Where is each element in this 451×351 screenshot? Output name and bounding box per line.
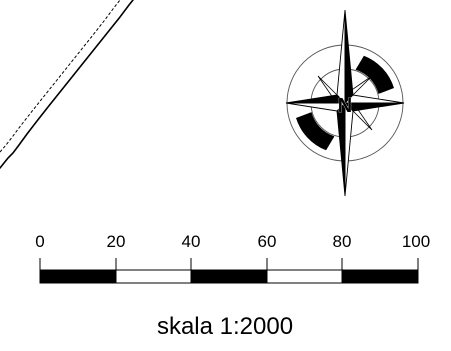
scale-tick-label-40: 40 <box>181 232 201 251</box>
compass-north-light <box>336 9 346 105</box>
north-arrow-compass-rose: N <box>285 9 405 197</box>
scale-tick-label-0: 0 <box>35 232 45 251</box>
compass-east-light <box>343 94 405 104</box>
scale-tick-label-80: 80 <box>332 232 352 251</box>
parcel-boundary-lines <box>0 0 134 169</box>
scale-tick-label-20: 20 <box>106 232 126 251</box>
scale-bar-segment <box>39 269 117 284</box>
scale-caption: skala 1:2000 <box>156 313 294 340</box>
scale-bar-segment <box>341 269 419 284</box>
scale-bar-segment <box>190 269 268 284</box>
scale-tick-label-60: 60 <box>257 232 277 251</box>
scale-tick-label-100: 100 <box>401 232 431 251</box>
compass-west-light <box>285 102 347 112</box>
compass-ring-arc-sw <box>296 112 335 151</box>
boundary-line-outer <box>0 0 134 169</box>
compass-north-label: N <box>338 95 352 117</box>
compass-east-dark <box>343 102 405 112</box>
compass-ring-arc-ne <box>355 55 394 94</box>
boundary-line-inner <box>0 0 121 153</box>
scale-bar-segment <box>266 269 343 284</box>
compass-north-dark <box>344 9 354 105</box>
compass-west-dark <box>285 94 347 104</box>
scale-bar <box>39 258 419 284</box>
scale-bar-segment <box>115 269 192 284</box>
